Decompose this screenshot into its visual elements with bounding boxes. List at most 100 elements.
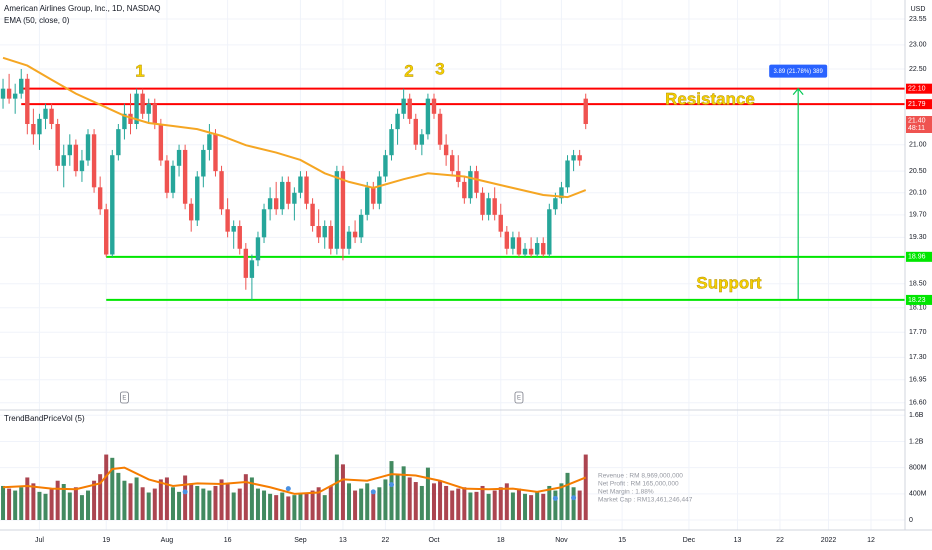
candle-body: [225, 209, 230, 232]
candle-body: [328, 226, 334, 249]
candle-body: [577, 155, 582, 161]
candle-body: [352, 231, 358, 238]
volume-bar: [498, 487, 503, 520]
x-tick-label: Nov: [555, 537, 568, 544]
candle-body: [116, 129, 121, 156]
volume-title: TrendBandPriceVol (5): [4, 414, 85, 423]
volume-bar: [274, 495, 279, 520]
volume-bar: [371, 490, 376, 520]
x-tick-label: 13: [734, 537, 742, 544]
volume-bar: [183, 475, 188, 520]
candle-body: [19, 78, 24, 94]
candle-body: [462, 181, 467, 199]
candle-body: [292, 192, 297, 204]
volume-dot: [552, 495, 558, 501]
info-line: Net Profit : RM 165,000,000: [598, 481, 679, 488]
candle-body: [419, 134, 425, 145]
volume-tick-label: 1.6B: [909, 412, 924, 419]
y-tick-label: 18.10: [909, 305, 927, 312]
candle-body: [346, 231, 352, 249]
candle-body: [534, 243, 540, 255]
volume-bar: [280, 492, 285, 520]
volume-bar: [146, 492, 151, 520]
candle-body: [12, 93, 18, 99]
volume-bar: [201, 488, 206, 520]
x-tick-label: Aug: [161, 537, 174, 544]
candle-body: [541, 243, 546, 255]
candle-body: [322, 226, 327, 238]
candle-body: [334, 171, 340, 249]
candle-body: [565, 160, 570, 188]
ema-line: [2, 56, 587, 199]
volume-bar: [170, 487, 175, 520]
volume-bar: [456, 488, 461, 520]
volume-bar: [431, 483, 436, 520]
volume-bar: [73, 487, 78, 520]
volume-bar: [19, 487, 24, 520]
volume-bar: [322, 495, 327, 520]
volume-bar: [207, 490, 212, 520]
volume-bar: [37, 491, 42, 520]
volume-bar: [177, 491, 182, 520]
candle-body: [516, 237, 522, 255]
volume-tick-label: 400M: [909, 491, 927, 498]
volume-tick-label: 1.2B: [909, 438, 924, 445]
volume-bar: [225, 483, 230, 520]
volume-bar: [547, 485, 552, 520]
volume-bar: [134, 477, 139, 520]
x-tick-label: Oct: [429, 537, 440, 544]
volume-bar: [389, 461, 394, 520]
last-price-tag: [906, 115, 932, 133]
volume-dot: [388, 482, 394, 488]
level-tag-label: 21.79: [908, 101, 926, 108]
volume-bar: [529, 495, 534, 520]
candle-body: [91, 134, 97, 188]
level-tag: [906, 294, 932, 305]
volume-bar: [559, 483, 564, 520]
candle-body: [0, 88, 6, 99]
candle-body: [134, 93, 139, 124]
candle-body: [97, 187, 103, 210]
ema-legend: EMA (50, close, 0): [4, 16, 70, 25]
candle-body: [122, 113, 127, 130]
volume-bar: [383, 479, 388, 520]
volume-bar: [219, 479, 224, 520]
candle-body: [67, 144, 73, 156]
volume-bar: [541, 493, 546, 520]
candle-body: [528, 248, 534, 255]
x-tick-label: 16: [224, 537, 232, 544]
candle-body: [286, 181, 291, 204]
volume-bar: [255, 488, 260, 520]
measure-arrowhead: [792, 87, 804, 96]
volume-dot: [370, 489, 376, 495]
volume-bar: [444, 485, 449, 520]
candle-body: [492, 198, 497, 215]
level-tag: [906, 83, 932, 94]
annotation: Resistance: [665, 89, 755, 108]
info-line: Revenue : RM 8,969,000,000: [598, 473, 683, 480]
y-tick-label: 16.60: [909, 400, 927, 407]
y-tick-label: 21.00: [909, 142, 927, 149]
volume-bar: [365, 483, 370, 520]
volume-bar: [377, 487, 382, 520]
volume-bar: [450, 490, 455, 520]
annotation: 1: [135, 61, 144, 80]
candle-body: [395, 113, 400, 130]
candle-body: [37, 118, 42, 135]
volume-bar: [7, 488, 12, 520]
candle-body: [383, 155, 388, 177]
volume-bar: [407, 477, 412, 520]
volume-bar: [1, 485, 6, 520]
y-tick-label: 17.70: [909, 329, 927, 336]
candle-body: [61, 155, 66, 166]
volume-bar: [92, 480, 97, 520]
volume-bar: [189, 483, 194, 520]
candle-body: [553, 198, 558, 210]
candle-body: [340, 171, 346, 249]
volume-bar: [535, 492, 540, 520]
measure-box: [769, 64, 828, 78]
volume-dot: [182, 489, 188, 495]
volume-bar: [347, 483, 352, 520]
candle-body: [449, 155, 455, 172]
